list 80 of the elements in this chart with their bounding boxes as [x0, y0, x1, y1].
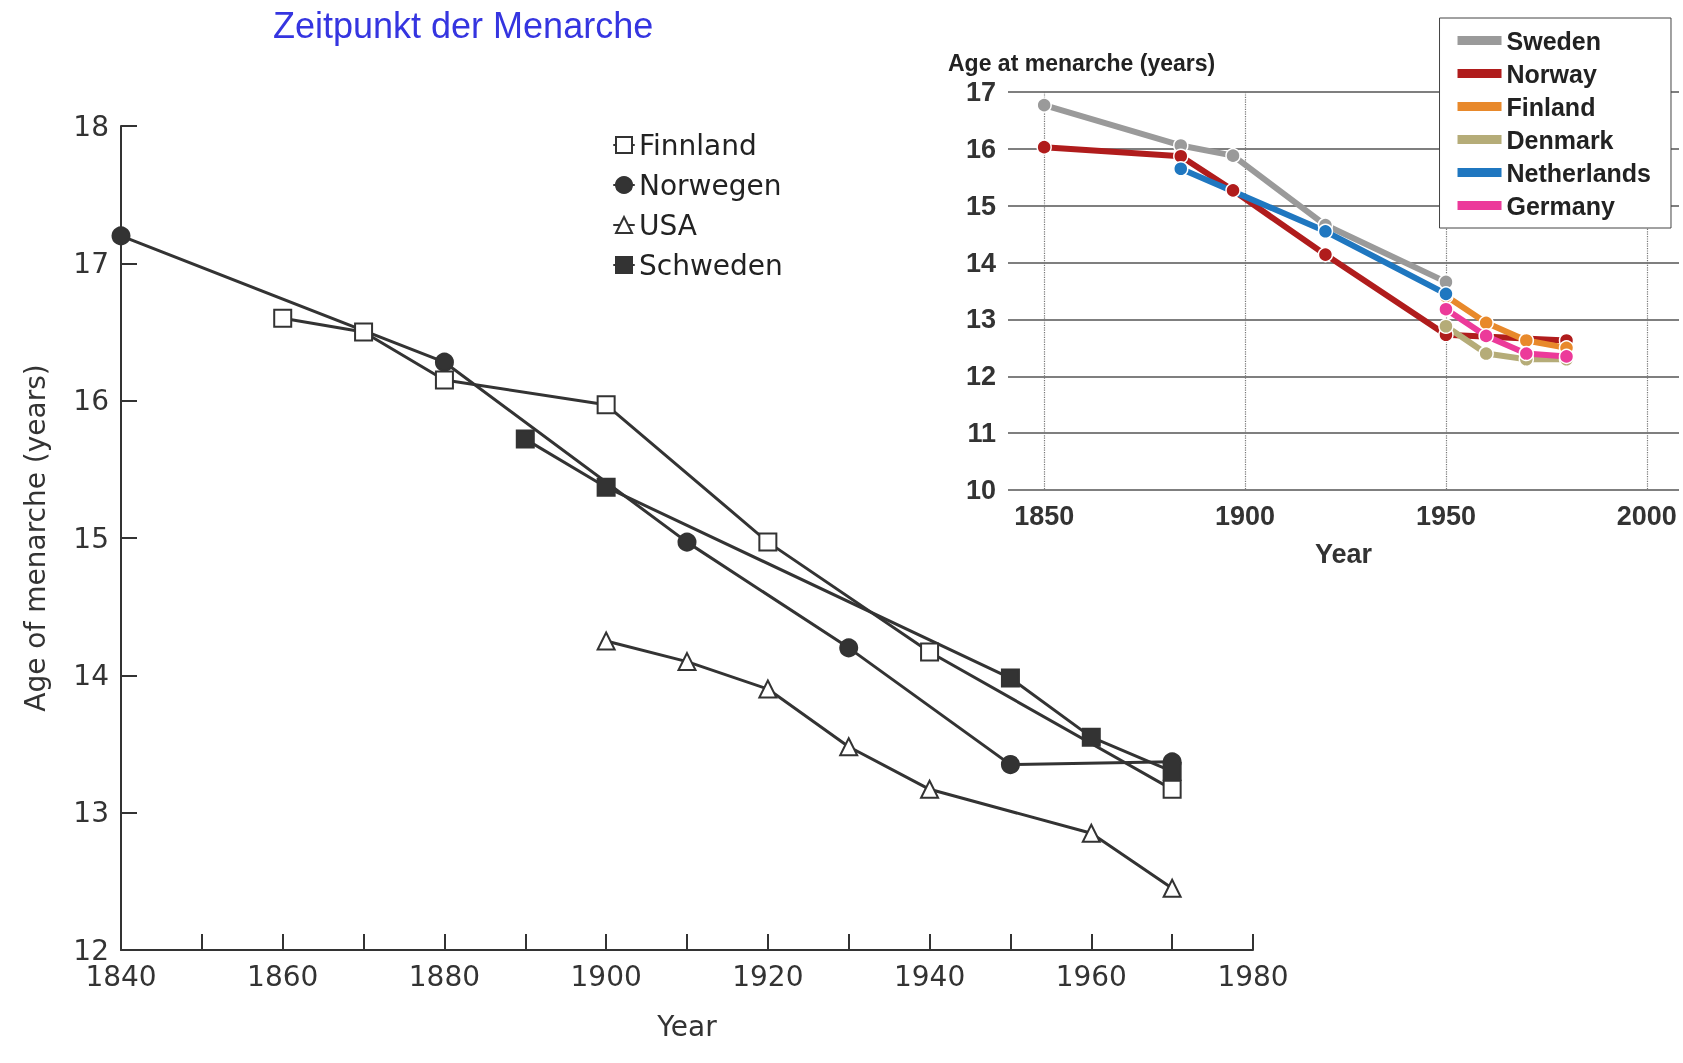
point — [677, 652, 697, 672]
y-tick-label: 15 — [73, 521, 109, 555]
point — [1438, 301, 1454, 317]
x-tick-label: 1840 — [85, 959, 157, 993]
point — [1162, 779, 1182, 799]
point — [1518, 345, 1535, 362]
point — [596, 477, 616, 497]
legend-label: Germany — [1506, 191, 1615, 220]
point — [596, 631, 616, 651]
legend-label: Norwegen — [639, 168, 782, 202]
point — [839, 737, 859, 757]
x-tick-label: 1880 — [408, 959, 481, 993]
point — [1036, 139, 1052, 155]
legend-label: Schweden — [639, 248, 783, 282]
point — [1317, 246, 1334, 263]
point — [1518, 332, 1535, 349]
x-tick-label: 1960 — [1055, 959, 1127, 993]
point — [1162, 878, 1182, 898]
point — [1036, 97, 1052, 113]
y-tick-label: 14 — [965, 247, 996, 278]
y-tick-label: 11 — [967, 418, 996, 449]
y-tick-label: 17 — [73, 246, 109, 280]
x-tick-label: 1850 — [1014, 500, 1075, 531]
y-axis-title: Age of menarche (years) — [18, 364, 52, 712]
point — [1162, 761, 1182, 781]
point — [920, 779, 940, 799]
point — [273, 308, 293, 328]
point — [354, 322, 374, 342]
point — [596, 395, 616, 415]
point — [1081, 727, 1101, 747]
point — [1478, 315, 1494, 331]
y-tick-label: 15 — [965, 190, 996, 221]
y-tick-label: 14 — [73, 658, 109, 692]
point — [1317, 223, 1334, 240]
x-tick-label: 1900 — [1215, 500, 1276, 531]
point — [839, 638, 859, 658]
y-tick-label: 13 — [965, 304, 996, 335]
point — [1081, 823, 1101, 843]
x-axis-title: Year — [656, 1009, 718, 1043]
y-tick-label: 10 — [965, 475, 996, 505]
x-axis-title: Year — [1314, 538, 1373, 569]
point — [1478, 345, 1494, 362]
y-tick-label: 18 — [73, 109, 109, 143]
y-tick-label: 17 — [965, 77, 996, 107]
point — [1000, 668, 1020, 688]
x-tick-label: 1860 — [247, 959, 319, 993]
point — [1438, 318, 1454, 334]
legend-label: Finnland — [639, 128, 757, 162]
x-tick-label: 1900 — [570, 959, 642, 993]
legend-label: Sweden — [1506, 26, 1601, 55]
chart-title: Zeitpunkt der Menarche — [273, 4, 654, 46]
point — [1173, 161, 1189, 177]
point — [434, 370, 454, 390]
point — [1225, 182, 1241, 199]
x-tick-label: 1980 — [1217, 959, 1289, 993]
point — [758, 532, 778, 552]
point — [758, 679, 778, 699]
point — [1478, 328, 1494, 344]
y-tick-label: 13 — [73, 796, 109, 830]
y-axis-title: Age at menarche (years) — [948, 49, 1216, 76]
legend-label: Finland — [1506, 92, 1596, 121]
point — [1000, 755, 1020, 775]
x-tick-label: 2000 — [1616, 500, 1677, 531]
y-tick-label: 12 — [965, 361, 996, 392]
y-tick-label: 16 — [73, 384, 109, 418]
legend-label: USA — [639, 208, 697, 242]
legend-label: Netherlands — [1506, 158, 1651, 187]
x-tick-label: 1950 — [1415, 500, 1476, 531]
point — [111, 226, 131, 246]
legend-label: Denmark — [1506, 125, 1614, 154]
x-tick-label: 1920 — [732, 959, 804, 993]
point — [1225, 147, 1241, 164]
point — [677, 532, 697, 552]
point — [515, 429, 535, 449]
y-tick-label: 16 — [965, 133, 996, 164]
point — [1173, 148, 1189, 164]
x-tick-label: 1940 — [893, 959, 966, 993]
point — [920, 642, 940, 662]
legend-label: Norway — [1506, 59, 1597, 88]
point — [434, 352, 454, 372]
